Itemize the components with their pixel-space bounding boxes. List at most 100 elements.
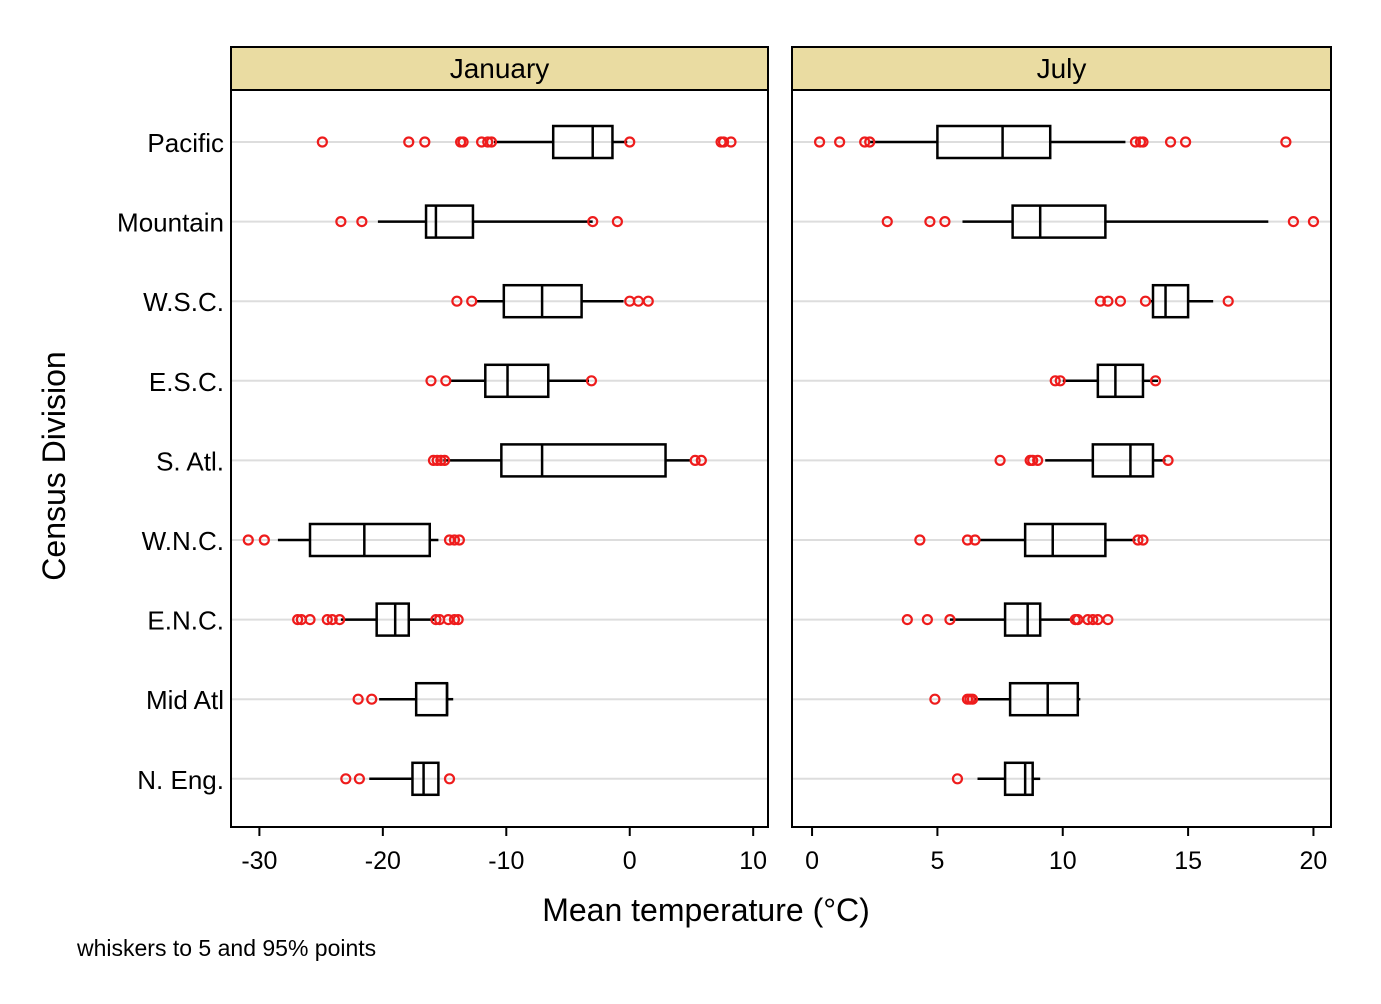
outlier-point bbox=[951, 773, 964, 785]
outlier-point bbox=[961, 534, 974, 546]
outlier-point bbox=[1137, 534, 1149, 546]
box-mountain bbox=[335, 204, 623, 239]
box-e-s-c bbox=[425, 363, 598, 399]
box-e-n-c bbox=[901, 602, 1114, 637]
box-mid-atl bbox=[352, 681, 454, 717]
outlier-point bbox=[292, 613, 304, 626]
outlier-point bbox=[695, 454, 707, 466]
category-label-pacific: Pacific bbox=[147, 128, 224, 158]
outlier-point bbox=[352, 693, 364, 705]
box-w-s-c bbox=[1094, 283, 1234, 319]
iqr-box bbox=[551, 124, 614, 160]
outlier-point bbox=[304, 613, 316, 626]
outlier-point bbox=[1137, 136, 1149, 148]
outlier-point bbox=[1139, 295, 1152, 307]
outlier-point bbox=[642, 295, 654, 307]
iqr-box bbox=[1023, 522, 1107, 558]
box-n-eng bbox=[340, 761, 456, 797]
iqr-box bbox=[1008, 681, 1080, 717]
outlier-point bbox=[1049, 375, 1061, 387]
outlier-point bbox=[1164, 136, 1177, 148]
outlier-point bbox=[1102, 295, 1114, 307]
outlier-point bbox=[440, 375, 452, 387]
iqr-box bbox=[1151, 283, 1190, 319]
outlier-point bbox=[485, 136, 498, 148]
outlier-point bbox=[403, 136, 415, 148]
box-mountain bbox=[881, 204, 1320, 239]
x-tick-label: 5 bbox=[930, 847, 944, 875]
outlier-point bbox=[353, 773, 365, 785]
x-tick-label: 15 bbox=[1174, 847, 1202, 875]
box-n-eng bbox=[951, 761, 1041, 797]
outlier-point bbox=[966, 693, 979, 705]
box-pacific bbox=[813, 124, 1292, 160]
outlier-point bbox=[258, 534, 270, 546]
outlier-point bbox=[453, 534, 465, 546]
outlier-point bbox=[725, 136, 737, 148]
outlier-point bbox=[430, 613, 442, 626]
iqr-box bbox=[1003, 602, 1042, 637]
outlier-point bbox=[451, 295, 463, 307]
outlier-point bbox=[335, 216, 347, 228]
plot-area bbox=[791, 89, 1332, 828]
box-w-n-c bbox=[242, 522, 465, 558]
outlier-point bbox=[1094, 295, 1106, 307]
outlier-point bbox=[1054, 375, 1066, 387]
outlier-point bbox=[1114, 295, 1127, 307]
box-w-s-c bbox=[451, 283, 654, 319]
outlier-point bbox=[864, 136, 876, 148]
box-pacific bbox=[316, 124, 737, 160]
outlier-point bbox=[419, 136, 431, 148]
outlier-point bbox=[448, 534, 461, 546]
category-label-s-atl: S. Atl. bbox=[156, 446, 224, 476]
outlier-point bbox=[1027, 454, 1039, 466]
outlier-point bbox=[1179, 136, 1192, 148]
x-tick-label: 10 bbox=[739, 847, 767, 875]
outlier-point bbox=[1149, 375, 1162, 387]
outlier-point bbox=[366, 693, 378, 705]
outlier-point bbox=[457, 136, 469, 148]
outlier-point bbox=[466, 295, 478, 307]
outlier-point bbox=[452, 613, 464, 626]
iqr-box bbox=[1011, 204, 1107, 239]
outlier-point bbox=[611, 216, 623, 228]
outlier-point bbox=[924, 216, 936, 228]
iqr-box bbox=[424, 204, 475, 239]
outlier-point bbox=[438, 454, 451, 466]
x-axis-label: Mean temperature (°C) bbox=[542, 892, 870, 928]
outlier-point bbox=[717, 136, 730, 148]
box-s-atl bbox=[994, 443, 1174, 478]
iqr-box bbox=[1096, 363, 1145, 399]
y-axis-label: Census Division bbox=[36, 351, 72, 580]
category-label-e-s-c: E.S.C. bbox=[149, 367, 224, 397]
outlier-point bbox=[881, 216, 893, 228]
iqr-box bbox=[1091, 443, 1155, 478]
panel-header bbox=[230, 46, 769, 91]
iqr-box bbox=[936, 124, 1052, 160]
iqr-box bbox=[308, 522, 432, 558]
x-tick-label: 10 bbox=[1049, 847, 1077, 875]
outlier-point bbox=[944, 613, 956, 626]
outlier-point bbox=[340, 773, 352, 785]
x-tick-label: 0 bbox=[805, 847, 819, 875]
outlier-point bbox=[901, 613, 913, 626]
x-tick-label: -30 bbox=[241, 847, 277, 875]
outlier-point bbox=[1287, 216, 1299, 228]
category-label-w-n-c: W.N.C. bbox=[142, 526, 224, 556]
panel-july: July 0 5 10 15 20 bbox=[791, 46, 1332, 875]
x-tick-label: -20 bbox=[365, 847, 401, 875]
outlier-point bbox=[435, 454, 447, 466]
panel-title: July bbox=[1037, 53, 1087, 84]
box-e-s-c bbox=[1049, 363, 1162, 399]
outlier-point bbox=[813, 136, 826, 148]
box-w-n-c bbox=[914, 522, 1149, 558]
plot-area bbox=[230, 89, 769, 828]
outlier-point bbox=[1280, 136, 1292, 148]
outlier-point bbox=[1132, 534, 1144, 546]
panels: Pacific Mountain W.S.C. E.S.C. S. Atl. W.N.C.… bbox=[117, 46, 1332, 875]
outlier-point bbox=[585, 375, 598, 387]
outlier-point bbox=[921, 613, 933, 626]
iqr-box bbox=[375, 602, 411, 637]
outlier-point bbox=[316, 136, 328, 148]
outlier-point bbox=[427, 454, 440, 466]
